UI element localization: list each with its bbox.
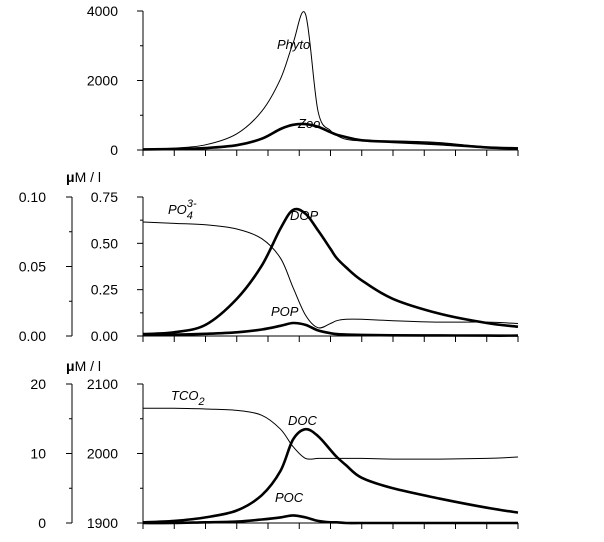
y-tick-label: 4000 [87, 3, 118, 19]
series-line-pop [142, 321, 519, 337]
y-unit-label: μM / l [66, 358, 101, 374]
series-label-doc: DOC [288, 413, 318, 428]
series-line-tco2 [142, 407, 519, 460]
y-tick-label: 2000 [87, 446, 118, 462]
y-tick-label: 1900 [87, 515, 118, 531]
y-tick-label: 2000 [87, 73, 118, 89]
y-tick-label: 2100 [87, 376, 118, 392]
panel-top: 0 2000 4000 Phyto Zoo [87, 3, 519, 158]
y-tick-label: 0.75 [91, 189, 118, 205]
series-line-doc [142, 427, 519, 524]
y-tick-label: 0.05 [19, 259, 46, 275]
panel-middle: 0.00 0.05 0.10 0.00 0.25 0.50 0.75 μM / l PO43- D… [19, 169, 519, 344]
y-tick-label: 0 [38, 515, 46, 531]
y-tick-label: 0.25 [91, 282, 118, 298]
y-tick-label: 0.00 [19, 328, 46, 344]
series-line-dop [142, 207, 519, 336]
series-line-po4-3 [142, 221, 519, 329]
y-tick-label: 0.00 [91, 328, 118, 344]
series-line-poc [142, 514, 518, 525]
y-tick-label: 0.50 [91, 235, 118, 251]
series-label-zoo: Zoo [297, 116, 320, 131]
y-tick-label: 10 [30, 446, 46, 462]
series-label-tco2: TCO2 [171, 388, 205, 408]
series-label-phyto: Phyto [277, 37, 310, 52]
series-label-po4-3: PO43- [168, 198, 197, 222]
panel-bottom: 0 10 20 1900 2000 2100 μM / l TCO2 DOC POC [30, 358, 519, 531]
series-line-zoo [142, 122, 519, 151]
y-tick-label: 0.10 [19, 189, 46, 205]
y-tick-label: 20 [30, 376, 46, 392]
y-tick-label: 0 [110, 142, 118, 158]
series-label-pop: POP [271, 304, 299, 319]
series-line-phyto [142, 11, 519, 150]
y-unit-label: μM / l [66, 169, 101, 185]
series-label-poc: POC [275, 490, 304, 505]
series-label-dop: DOP [290, 208, 319, 223]
